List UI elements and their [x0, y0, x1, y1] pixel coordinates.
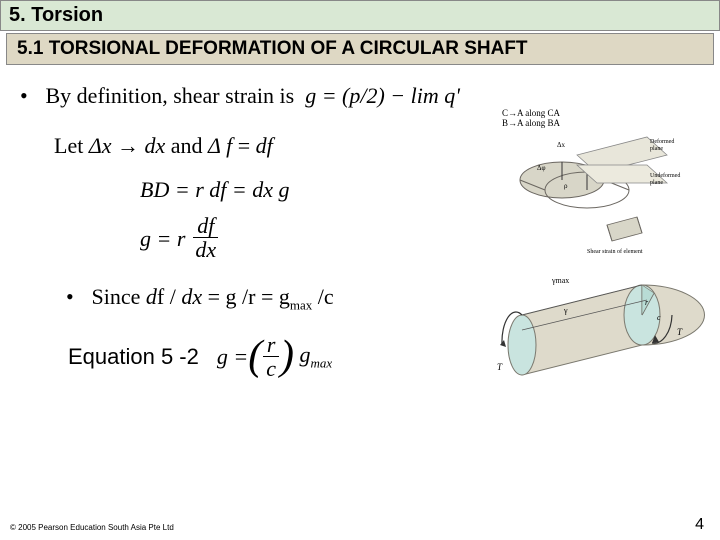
definition-eq: g = (p/2) − lim q' [300, 83, 460, 108]
gamma-fraction: df dx [191, 215, 220, 262]
eq52-gmax: gmax [294, 342, 332, 371]
slide-content: • By definition, shear strain is g = (p/… [0, 65, 720, 381]
label-shear: Shear strain of element [587, 248, 643, 255]
label-g: γ [563, 306, 568, 315]
diagram-top: Δx Δφ ρ Deformed plane Undeformed plane … [520, 137, 680, 255]
label-deformed: Deformed [650, 138, 674, 145]
shaft-diagram: Δx Δφ ρ Deformed plane Undeformed plane … [492, 125, 712, 425]
eq52-lparen: ( [248, 340, 262, 374]
let-dphi1: Δ f [208, 133, 232, 158]
let-and: and [165, 133, 208, 158]
label-deformed2: plane [650, 146, 663, 152]
bd-eq-text: BD = r df = dx g [140, 177, 290, 202]
eq52-max-sub: max [311, 356, 333, 371]
definition-line: • By definition, shear strain is g = (p/… [20, 83, 700, 109]
label-gmax: γmax [551, 276, 569, 285]
let-eq: = [232, 133, 255, 158]
label-undeformed: Undeformed [650, 172, 680, 179]
label-c: c [657, 313, 661, 322]
eq52-fraction: r c [262, 334, 280, 381]
label-undeformed2: plane [650, 180, 663, 186]
let-arrow: → [112, 133, 145, 158]
gamma-eq-prefix: g = r [140, 226, 185, 252]
eq52-rparen: ) [280, 340, 294, 374]
let-dphi2: df [256, 133, 273, 158]
copyright-text: © 2005 Pearson Education South Asia Pte … [10, 523, 174, 532]
let-dx2: dx [145, 133, 166, 158]
equation-label: Equation 5 -2 [68, 344, 199, 370]
let-word: Let [54, 133, 89, 158]
bullet-2: • [66, 284, 86, 310]
label-dx: Δx [557, 141, 566, 149]
label-dphi: Δφ [537, 164, 546, 172]
since-tail: /c [312, 284, 333, 309]
bullet-1: • [20, 83, 40, 109]
gamma-frac-den: dx [191, 238, 220, 262]
since-text: Since df / dx = g /r = gmax /c [92, 284, 334, 309]
eq52-den: c [262, 357, 280, 381]
label-t1: T [497, 362, 503, 372]
eq52-num: r [263, 334, 280, 357]
section-title: 5.1 TORSIONAL DEFORMATION OF A CIRCULAR … [17, 38, 528, 59]
chapter-title-bar: 5. Torsion [0, 0, 720, 31]
section-title-bar: 5.1 TORSIONAL DEFORMATION OF A CIRCULAR … [6, 33, 714, 65]
definition-text: By definition, shear strain is [46, 83, 295, 108]
chapter-title: 5. Torsion [9, 4, 103, 26]
equation-5-2: g = ( r c ) gmax [217, 334, 332, 381]
eq52-gamma-eq: g = [217, 344, 248, 370]
since-max-sub: max [290, 298, 312, 313]
let-dx1: Δx [89, 133, 112, 158]
page-number: 4 [695, 516, 704, 534]
diagram-svg: Δx Δφ ρ Deformed plane Undeformed plane … [492, 125, 712, 425]
label-rho: ρ [564, 182, 568, 190]
gamma-frac-num: df [193, 215, 218, 238]
diagram-bottom: r c γmax γ T T [497, 276, 705, 375]
